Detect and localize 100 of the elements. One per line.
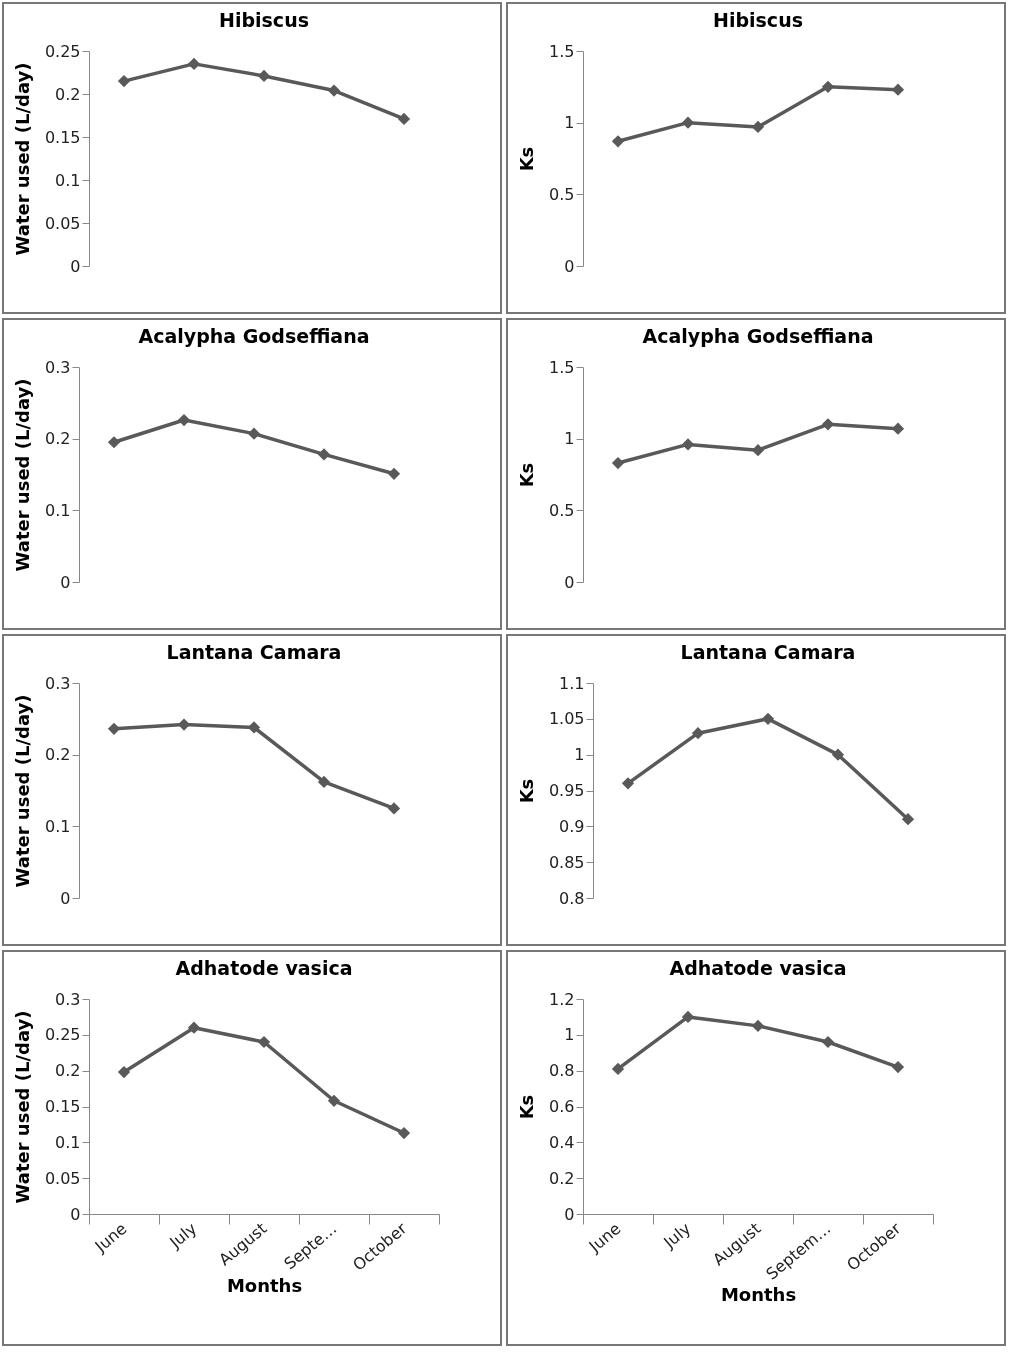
- point: [247, 427, 261, 440]
- point: [681, 1010, 695, 1024]
- point: [751, 120, 765, 134]
- y-tick-label: 0.1: [55, 170, 81, 190]
- point: [397, 1126, 411, 1140]
- y-tick-label: 1: [564, 429, 575, 449]
- chart-title: Adhatode vasica: [175, 957, 353, 979]
- y-tick-label: 0.5: [549, 184, 575, 204]
- point: [681, 116, 695, 129]
- point: [107, 722, 121, 735]
- point: [891, 83, 905, 96]
- point: [621, 777, 635, 790]
- point: [891, 1060, 905, 1074]
- point: [117, 74, 131, 88]
- chart-title: Acalypha Godseffiana: [642, 325, 874, 347]
- y-axis-title: Water used (L/day): [11, 62, 33, 256]
- point: [681, 438, 695, 451]
- point: [177, 718, 191, 731]
- point: [187, 57, 201, 71]
- point: [611, 135, 625, 148]
- point: [397, 112, 411, 126]
- y-tick-label: 0.95: [548, 781, 585, 800]
- y-tick-label: 0.1: [45, 500, 71, 520]
- chart-title: Adhatode vasica: [669, 957, 847, 979]
- chart-title: Lantana Camara: [680, 641, 856, 663]
- point: [891, 422, 905, 435]
- y-tick-label: 1: [564, 113, 575, 133]
- y-tick-label: 1.5: [549, 41, 575, 61]
- y-tick-label: 0.8: [549, 1061, 575, 1081]
- chart-title: Acalypha Godseffiana: [138, 325, 370, 347]
- chart-title: Hibiscus: [713, 9, 803, 31]
- point: [821, 80, 835, 93]
- y-tick-label: 1.05: [548, 709, 585, 729]
- y-axis-title: Ks: [516, 146, 538, 172]
- point: [107, 436, 121, 449]
- point: [247, 721, 261, 734]
- point: [611, 1062, 625, 1075]
- point: [317, 448, 331, 461]
- y-tick-label: 0.3: [45, 673, 71, 693]
- y-axis-title: Ks: [516, 1094, 538, 1120]
- chart-title: Hibiscus: [219, 9, 309, 31]
- y-tick-label: 0: [564, 1204, 575, 1224]
- x-axis-title: Months: [720, 1283, 797, 1305]
- y-tick-label: 0: [70, 1204, 81, 1224]
- point: [327, 84, 341, 97]
- point: [177, 413, 191, 427]
- y-tick-label: 0.05: [44, 213, 81, 233]
- y-tick-label: 0: [564, 256, 575, 276]
- point: [691, 727, 705, 740]
- point: [611, 456, 625, 470]
- point: [187, 1021, 201, 1034]
- point: [317, 775, 331, 789]
- point: [751, 444, 765, 457]
- y-tick-label: 0.1: [45, 816, 71, 836]
- y-tick-label: 1: [564, 1025, 575, 1045]
- y-tick-label: 0: [564, 572, 575, 592]
- y-tick-label: 0.85: [548, 852, 585, 872]
- y-tick-label: 0.2: [55, 84, 81, 104]
- y-tick-label: 0.4: [549, 1132, 575, 1152]
- y-axis-title: Water used (L/day): [12, 694, 34, 888]
- y-tick-label: 0.2: [45, 745, 71, 765]
- point: [831, 748, 845, 761]
- y-tick-label: 0.8: [559, 888, 585, 908]
- y-tick-label: 0.6: [549, 1097, 575, 1116]
- point: [257, 1035, 271, 1049]
- x-axis-title: Months: [226, 1274, 303, 1296]
- point: [387, 802, 401, 815]
- point: [327, 1094, 341, 1107]
- y-tick-label: 0.25: [44, 1025, 81, 1045]
- y-tick-label: 1: [574, 745, 585, 765]
- point: [761, 712, 775, 725]
- y-tick-label: 1.2: [549, 989, 575, 1009]
- y-tick-label: 0.15: [44, 1097, 81, 1116]
- y-tick-label: 0.2: [45, 429, 71, 449]
- y-tick-label: 0: [60, 572, 71, 592]
- y-tick-label: 0.9: [559, 816, 585, 836]
- y-tick-label: 1.5: [549, 357, 575, 377]
- chart-title: Lantana Camara: [166, 641, 342, 663]
- point: [821, 1035, 835, 1049]
- point: [901, 813, 915, 826]
- point: [751, 1019, 765, 1032]
- y-tick-label: 0.5: [549, 500, 575, 520]
- y-axis-title: Ks: [516, 462, 538, 488]
- y-tick-label: 0.2: [55, 1061, 81, 1081]
- y-tick-label: 0.05: [44, 1168, 81, 1188]
- y-tick-label: 0.3: [45, 357, 71, 377]
- y-tick-label: 0.3: [55, 989, 81, 1009]
- y-tick-label: 0: [70, 256, 81, 276]
- y-axis-title: Water used (L/day): [12, 378, 34, 572]
- y-axis-title: Ks: [515, 778, 537, 804]
- y-tick-label: 0: [60, 888, 71, 908]
- point: [257, 69, 271, 83]
- y-tick-label: 0.2: [549, 1168, 575, 1188]
- point: [117, 1065, 131, 1079]
- point: [387, 467, 401, 480]
- y-tick-label: 0.15: [44, 127, 81, 147]
- point: [821, 418, 835, 431]
- y-tick-label: 1.1: [559, 673, 585, 693]
- y-axis-title: Water used (L/day): [11, 1010, 33, 1204]
- y-tick-label: 0.1: [55, 1132, 81, 1152]
